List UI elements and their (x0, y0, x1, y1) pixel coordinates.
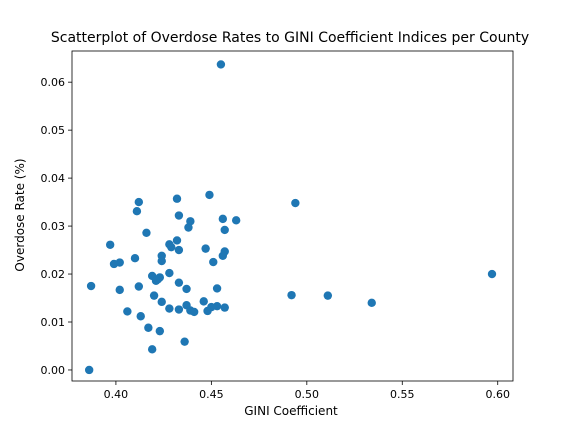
y-tick-label: 0.00 (41, 364, 66, 377)
y-tick-label: 0.05 (41, 124, 66, 137)
data-point (221, 226, 229, 234)
data-point (287, 291, 295, 299)
y-tick-label: 0.04 (41, 172, 66, 185)
data-point (133, 207, 141, 215)
plot-frame (72, 51, 513, 381)
x-axis-label: GINI Coefficient (244, 404, 338, 418)
data-point (106, 241, 114, 249)
data-point (123, 307, 131, 315)
data-point (158, 298, 166, 306)
data-point (175, 211, 183, 219)
data-point (219, 215, 227, 223)
data-point (150, 291, 158, 299)
data-point (182, 285, 190, 293)
x-tick-label: 0.55 (390, 388, 415, 401)
data-point (158, 257, 166, 265)
y-axis-label: Overdose Rate (%) (13, 158, 27, 271)
data-point (203, 307, 211, 315)
data-point (184, 223, 192, 231)
chart-title: Scatterplot of Overdose Rates to GINI Co… (51, 30, 529, 46)
data-point (148, 345, 156, 353)
data-point (135, 282, 143, 290)
y-tick-label: 0.02 (41, 268, 66, 281)
data-point (116, 286, 124, 294)
data-point (213, 284, 221, 292)
data-point (156, 327, 164, 335)
plot-area (72, 51, 513, 381)
data-point (175, 278, 183, 286)
data-point (205, 191, 213, 199)
y-tick-label: 0.06 (41, 76, 66, 89)
data-point (324, 291, 332, 299)
data-point (87, 282, 95, 290)
data-point (190, 308, 198, 316)
data-point (173, 236, 181, 244)
data-point (152, 277, 160, 285)
data-point (165, 304, 173, 312)
y-tick-label: 0.01 (41, 316, 66, 329)
y-axis: 0.00 0.01 0.02 0.03 0.04 0.05 0.06 (41, 76, 73, 377)
data-point (173, 195, 181, 203)
y-tick-label: 0.03 (41, 220, 66, 233)
data-point (85, 366, 93, 374)
data-point (110, 260, 118, 268)
data-point (175, 305, 183, 313)
data-point (201, 244, 209, 252)
data-point (165, 269, 173, 277)
data-point (488, 270, 496, 278)
data-point (291, 199, 299, 207)
data-point (180, 337, 188, 345)
x-tick-label: 0.50 (295, 388, 320, 401)
x-tick-label: 0.60 (485, 388, 510, 401)
data-point (144, 324, 152, 332)
x-tick-label: 0.45 (199, 388, 224, 401)
data-point (219, 252, 227, 260)
data-points (85, 60, 496, 374)
data-point (142, 229, 150, 237)
data-point (209, 258, 217, 266)
data-point (135, 198, 143, 206)
data-point (221, 303, 229, 311)
data-point (217, 60, 225, 68)
data-point (175, 246, 183, 254)
data-point (368, 299, 376, 307)
x-tick-label: 0.40 (104, 388, 129, 401)
data-point (167, 243, 175, 251)
x-axis: 0.40 0.45 0.50 0.55 0.60 (104, 381, 510, 401)
data-point (232, 216, 240, 224)
data-point (137, 312, 145, 320)
data-point (131, 254, 139, 262)
data-point (200, 297, 208, 305)
